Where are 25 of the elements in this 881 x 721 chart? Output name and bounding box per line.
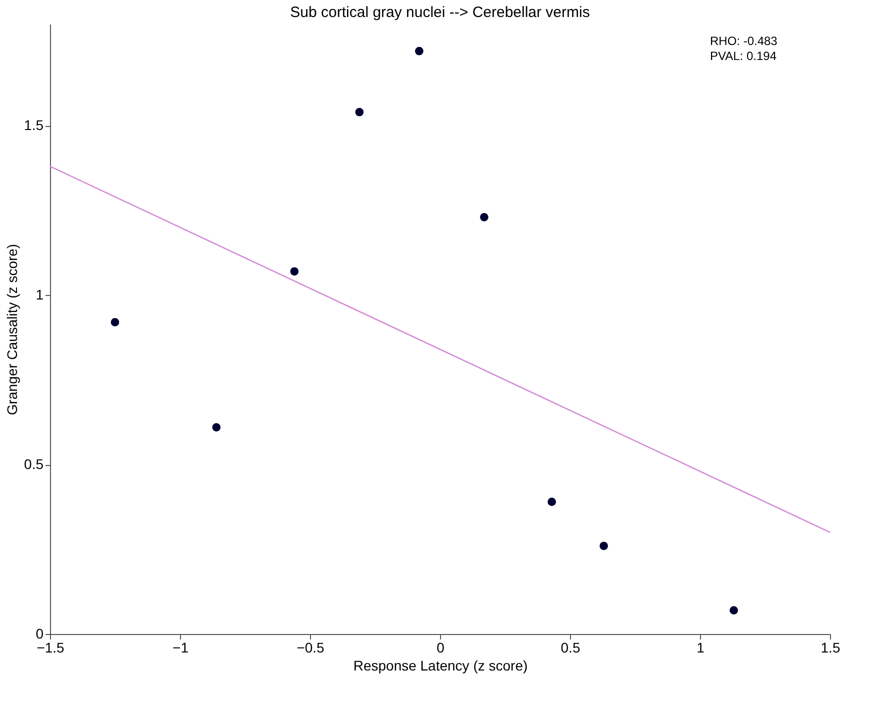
annotation: PVAL: 0.194 bbox=[710, 49, 777, 63]
point bbox=[355, 108, 364, 116]
point bbox=[415, 46, 424, 56]
point bbox=[290, 267, 299, 276]
point bbox=[110, 318, 120, 326]
point bbox=[480, 212, 488, 222]
point bbox=[730, 606, 738, 614]
x-tick-label: 0 bbox=[436, 640, 445, 656]
y-axis-title: Granger Causality (z score) bbox=[4, 244, 20, 416]
x-tick-label: −0.5 bbox=[296, 640, 325, 656]
point bbox=[212, 423, 221, 432]
x-axis-title: Response Latency (z score) bbox=[353, 658, 528, 674]
chart-title: Sub cortical gray nuclei --> Cerebellar vermis bbox=[290, 4, 590, 21]
x-tick-label: 1 bbox=[696, 640, 705, 656]
y-tick-label: 1.5 bbox=[24, 117, 44, 134]
x-tick-label: 0.5 bbox=[560, 640, 580, 656]
point bbox=[548, 498, 556, 506]
x-tick-label: −1.5 bbox=[36, 640, 65, 656]
x-tick-label: 1.5 bbox=[820, 640, 840, 656]
y-tick-label: 0.5 bbox=[24, 456, 44, 472]
y-tick-label: 1 bbox=[36, 286, 44, 303]
x-tick-label: −1 bbox=[172, 640, 189, 656]
y-tick-label: 0 bbox=[36, 626, 44, 642]
point bbox=[600, 542, 608, 550]
annotation: RHO: -0.483 bbox=[710, 34, 778, 48]
